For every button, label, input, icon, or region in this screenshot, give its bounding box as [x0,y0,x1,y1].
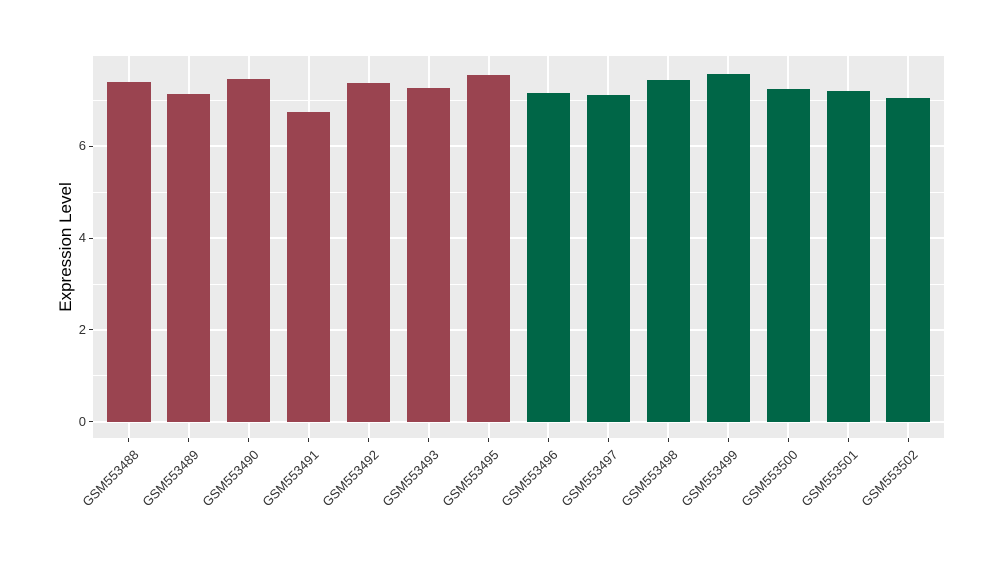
x-axis-tick [607,438,609,442]
x-axis-tick [428,438,430,442]
bar [407,88,451,422]
y-axis-tick [89,145,93,147]
gridline-major [93,237,944,240]
x-axis-tick [847,438,849,442]
x-axis-tick [308,438,310,442]
y-tick-label: 2 [78,321,86,337]
bar [826,90,870,422]
x-axis-tick [128,438,130,442]
x-axis-tick [907,438,909,442]
y-tick-label: 6 [78,138,86,154]
bar [287,112,331,422]
x-tick-label: GSM553488 [79,447,142,510]
gridline-minor [93,99,944,101]
bar [886,98,930,422]
gridline-major [93,145,944,148]
x-axis-tick [188,438,190,442]
y-axis-tick [89,421,93,423]
y-axis-tick [89,237,93,239]
bar [526,93,571,422]
gridline-major [93,328,944,331]
y-axis-tick [89,329,93,331]
bar [766,89,810,422]
y-tick-label: 0 [78,413,86,429]
x-axis-tick [787,438,789,442]
bar [466,75,511,422]
bar [107,82,151,422]
gridline-minor [93,191,944,193]
gridline-minor [93,283,944,285]
bar [347,83,391,422]
gridline-major [93,420,944,423]
x-axis-tick [248,438,250,442]
x-axis-tick [667,438,669,442]
x-axis-tick [727,438,729,442]
y-tick-label: 4 [78,230,86,246]
x-axis-tick [368,438,370,442]
bar [586,95,630,422]
x-axis-tick [488,438,490,442]
y-axis-title: Expression Level [56,182,75,312]
bar [227,78,271,422]
bar [646,80,690,422]
plot-panel [93,56,944,438]
bar [167,94,211,422]
bar [706,73,750,422]
x-axis-tick [547,438,549,442]
gridline-minor [93,375,944,377]
